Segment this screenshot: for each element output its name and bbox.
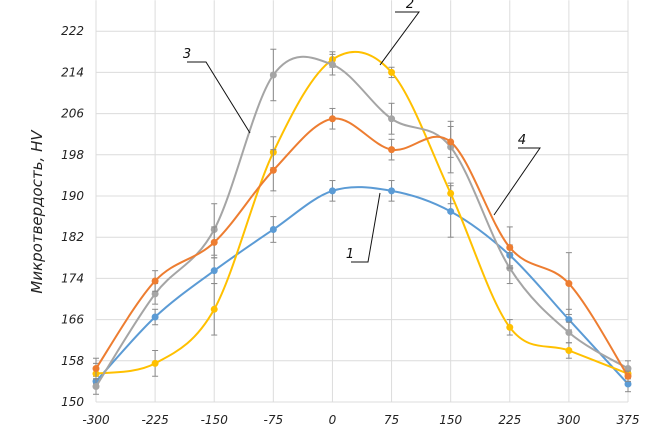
- y-tick-label: 150: [61, 395, 84, 409]
- data-point: [210, 238, 218, 246]
- data-point: [151, 290, 159, 298]
- y-tick-label: 198: [61, 148, 84, 162]
- data-point: [624, 365, 632, 373]
- data-point: [210, 267, 218, 275]
- data-point: [506, 323, 514, 331]
- series-layer: [92, 48, 632, 395]
- data-point: [269, 71, 277, 79]
- data-point: [328, 187, 336, 195]
- series-1: [92, 180, 632, 393]
- y-tick-label: 206: [61, 107, 84, 121]
- data-point: [447, 207, 455, 215]
- data-point: [388, 187, 396, 195]
- data-point: [565, 328, 573, 336]
- y-tick-label: 182: [61, 230, 84, 244]
- data-point: [388, 68, 396, 76]
- series-callouts: 1 2 3 4: [183, 0, 541, 263]
- grid: [95, 0, 629, 403]
- data-point: [92, 365, 100, 373]
- y-tick-label: 214: [61, 65, 84, 79]
- series-line: [95, 117, 629, 377]
- x-tick-label: 225: [498, 413, 521, 427]
- callout-leader: [351, 192, 381, 263]
- x-tick-label: -75: [264, 413, 284, 427]
- data-point: [624, 372, 632, 380]
- data-point: [624, 380, 632, 388]
- data-point: [506, 244, 514, 251]
- callout-leader: [187, 61, 251, 134]
- data-point: [269, 225, 277, 233]
- data-point: [151, 313, 159, 321]
- data-point: [388, 115, 396, 123]
- series-callout-label: 1: [346, 247, 354, 262]
- series-line: [95, 186, 629, 385]
- x-tick-label: 75: [384, 413, 399, 427]
- x-tick-label: -225: [141, 413, 168, 427]
- data-point: [328, 115, 336, 123]
- x-tick-label: -300: [82, 413, 110, 427]
- data-point: [328, 61, 336, 69]
- data-point: [447, 189, 455, 197]
- y-tick-label: 166: [61, 313, 84, 327]
- data-point: [388, 146, 396, 154]
- series-4: [92, 107, 632, 382]
- y-tick-labels: 150 158 166 174 182 190 198 206 214 222: [61, 24, 84, 409]
- data-point: [565, 347, 573, 354]
- x-tick-label: 150: [439, 413, 462, 427]
- data-point: [565, 280, 573, 288]
- data-point: [447, 138, 455, 146]
- x-tick-labels: -300 -225 -150 -75 0 75 150 225 300 375: [82, 413, 639, 427]
- y-tick-label: 222: [61, 24, 84, 38]
- callout-leader: [379, 11, 420, 66]
- data-point: [151, 359, 159, 367]
- data-point: [565, 316, 573, 324]
- y-axis-label: Микротвердость, HV: [28, 129, 46, 294]
- series-callout-label: 2: [406, 0, 414, 12]
- x-tick-label: 0: [329, 413, 337, 427]
- y-tick-label: 174: [61, 271, 84, 285]
- series-callout-label: 3: [183, 47, 191, 62]
- series-line: [95, 50, 629, 375]
- data-point: [269, 166, 277, 174]
- series-3: [92, 48, 632, 395]
- callout-leader: [493, 147, 541, 216]
- x-tick-label: -150: [201, 413, 229, 427]
- y-tick-label: 158: [61, 354, 84, 368]
- data-point: [210, 305, 218, 313]
- x-tick-label: 300: [557, 413, 580, 427]
- series-line: [95, 55, 629, 388]
- series-callout-label: 4: [518, 133, 526, 148]
- y-tick-label: 190: [61, 189, 84, 203]
- x-tick-label: 375: [617, 413, 640, 427]
- data-point: [151, 277, 159, 285]
- data-point: [92, 383, 100, 391]
- series-2: [92, 50, 632, 385]
